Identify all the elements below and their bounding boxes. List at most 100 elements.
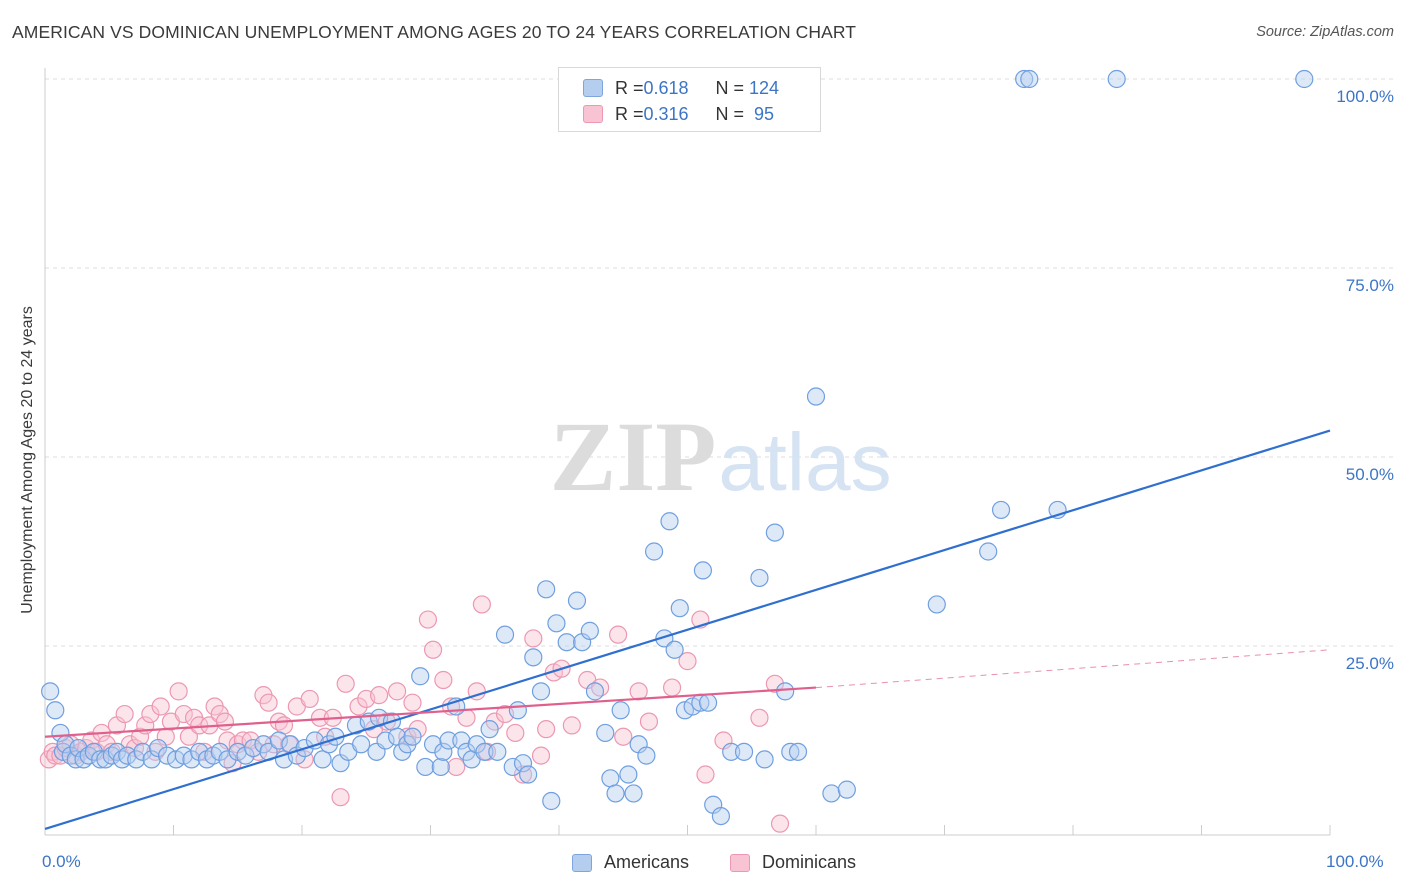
y-axis-label: Unemployment Among Ages 20 to 24 years: [19, 306, 36, 614]
data-points: [39, 69, 1314, 833]
point-americans: [722, 742, 741, 761]
point-americans: [644, 542, 664, 561]
legend-r-label: R =: [615, 77, 644, 98]
point-dominicans: [349, 697, 368, 716]
point-americans: [755, 750, 774, 769]
point-americans: [513, 754, 533, 773]
legend-n-value: 95: [754, 103, 775, 124]
point-americans: [190, 742, 209, 761]
point-dominicans: [370, 686, 389, 705]
point-americans: [776, 682, 795, 701]
point-americans: [218, 750, 237, 769]
point-dominicans: [447, 757, 466, 777]
point-dominicans: [403, 693, 422, 712]
point-americans: [91, 750, 110, 769]
legend-r-label: R =: [615, 103, 644, 124]
point-americans: [210, 742, 229, 761]
point-americans: [46, 701, 65, 720]
point-americans: [439, 731, 458, 750]
point-americans: [711, 806, 731, 826]
point-americans: [524, 648, 543, 667]
axes: [44, 68, 1331, 836]
point-americans: [51, 723, 70, 743]
legend-n-value: 124: [749, 77, 780, 98]
point-americans: [542, 791, 561, 811]
point-americans: [1107, 69, 1126, 89]
point-americans: [434, 742, 453, 761]
point-dominicans: [336, 674, 355, 693]
legend-r-value: 0.316: [643, 103, 689, 124]
chart-source: Source: ZipAtlas.com: [1256, 24, 1394, 40]
point-dominicans: [531, 746, 551, 765]
point-dominicans: [169, 682, 188, 701]
point-americans: [698, 693, 718, 712]
point-americans: [1015, 69, 1034, 89]
point-americans: [580, 621, 599, 640]
point-americans: [480, 720, 499, 739]
point-americans: [488, 742, 507, 761]
point-americans: [991, 500, 1011, 520]
point-americans: [467, 735, 486, 754]
point-americans: [403, 727, 422, 746]
point-dominicans: [151, 697, 170, 716]
point-americans: [781, 742, 800, 761]
point-americans: [670, 599, 689, 618]
legend-row-americans: R = 0.618 N = 124: [583, 77, 784, 99]
point-americans: [822, 784, 841, 803]
point-americans: [411, 667, 430, 686]
point-dominicans: [506, 723, 525, 743]
point-dominicans: [387, 682, 407, 701]
point-dominicans: [115, 704, 134, 724]
watermark-zip: ZIP: [550, 401, 717, 512]
point-americans: [69, 738, 88, 758]
point-dominicans: [662, 678, 682, 697]
point-americans: [557, 633, 576, 652]
point-americans: [837, 780, 856, 799]
bottom-legend-label-americans: Americans: [604, 852, 690, 872]
y-tick-label: 75.0%: [1345, 276, 1394, 295]
point-americans: [765, 523, 784, 542]
point-americans: [596, 723, 615, 743]
point-americans: [519, 765, 538, 784]
trend-line-americans: [44, 429, 1331, 831]
bottom-legend-label-dominicans: Dominicans: [762, 852, 857, 872]
point-dominicans: [130, 727, 150, 746]
bottom-legend-dominicans: Dominicans: [730, 852, 856, 873]
point-americans: [927, 595, 946, 614]
point-dominicans: [562, 716, 581, 735]
legend-swatch-dominicans: [583, 105, 603, 123]
point-americans: [475, 742, 494, 761]
point-americans: [531, 682, 551, 701]
point-americans: [431, 757, 450, 777]
point-dominicans: [174, 704, 193, 724]
point-americans: [236, 746, 255, 765]
point-americans: [611, 701, 630, 720]
chart-title: AMERICAN VS DOMINICAN UNEMPLOYMENT AMONG…: [12, 22, 857, 42]
point-americans: [547, 614, 566, 633]
point-dominicans: [609, 625, 628, 644]
point-dominicans: [274, 716, 294, 735]
point-dominicans: [215, 712, 234, 731]
point-dominicans: [639, 712, 659, 731]
point-americans: [1295, 69, 1314, 89]
point-dominicans: [141, 704, 160, 724]
point-americans: [660, 512, 679, 531]
point-dominicans: [434, 670, 453, 690]
point-americans: [979, 542, 998, 561]
point-americans: [624, 784, 643, 803]
point-americans: [423, 735, 443, 754]
legend-row-dominicans: R = 0.316 N = 95: [583, 103, 784, 125]
trend-line-dominicans: [44, 686, 817, 738]
point-americans: [806, 387, 826, 406]
point-americans: [244, 738, 263, 758]
point-americans: [601, 769, 620, 788]
watermark: ZIP atlas: [550, 401, 892, 512]
point-americans: [606, 784, 625, 803]
y-tick-label: 50.0%: [1345, 465, 1394, 484]
point-americans: [1020, 69, 1039, 89]
point-dominicans: [472, 595, 491, 614]
point-americans: [637, 746, 656, 765]
point-dominicans: [418, 610, 438, 629]
point-americans: [118, 746, 137, 765]
